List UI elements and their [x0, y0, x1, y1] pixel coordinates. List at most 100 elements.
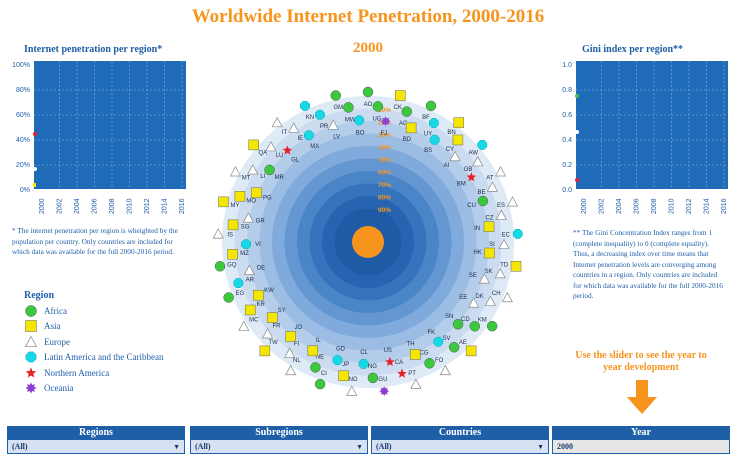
- chevron-down-icon[interactable]: ▼: [173, 442, 180, 451]
- country-marker[interactable]: [247, 164, 259, 175]
- burst-marker[interactable]: [25, 382, 37, 394]
- country-marker[interactable]: [285, 364, 297, 376]
- country-marker[interactable]: [486, 320, 498, 332]
- year-slider[interactable]: 2000: [552, 440, 730, 454]
- countries-dropdown[interactable]: (All) ▼: [371, 440, 549, 454]
- country-marker[interactable]: [429, 134, 440, 145]
- country-marker[interactable]: [229, 166, 242, 177]
- country-marker[interactable]: [234, 191, 246, 202]
- subregions-dropdown[interactable]: (All) ▼: [190, 440, 368, 454]
- country-marker[interactable]: [244, 304, 256, 316]
- country-marker[interactable]: [468, 297, 480, 308]
- regions-dropdown[interactable]: (All) ▼: [7, 440, 185, 454]
- country-marker[interactable]: [238, 320, 250, 331]
- country-marker[interactable]: [233, 278, 244, 288]
- octagon-marker[interactable]: [25, 351, 37, 363]
- country-marker[interactable]: [346, 385, 358, 396]
- country-marker[interactable]: [354, 115, 365, 126]
- legend-item[interactable]: Latin America and the Caribbean: [24, 350, 163, 366]
- country-marker[interactable]: [310, 362, 321, 373]
- chevron-down-icon[interactable]: ▼: [356, 442, 363, 451]
- regions-filter[interactable]: Regions (All) ▼: [7, 426, 185, 454]
- country-marker[interactable]: [477, 195, 489, 207]
- country-marker[interactable]: [495, 209, 507, 220]
- square-marker[interactable]: [25, 320, 37, 332]
- country-marker[interactable]: [477, 140, 488, 150]
- country-marker[interactable]: [251, 187, 262, 199]
- country-marker[interactable]: [466, 172, 477, 182]
- legend-item[interactable]: Oceania: [24, 381, 163, 397]
- country-marker[interactable]: [452, 134, 464, 146]
- gini-chart[interactable]: 1.0 0.8 0.6 0.4 0.2 0.0 2000 2002 2004 2006 2008 2…: [548, 58, 734, 218]
- country-marker[interactable]: [259, 345, 271, 357]
- country-marker[interactable]: [478, 273, 490, 284]
- legend-item[interactable]: Northern America: [24, 365, 163, 381]
- country-marker[interactable]: [243, 264, 255, 275]
- country-marker[interactable]: [315, 109, 325, 120]
- country-marker[interactable]: [385, 357, 395, 367]
- country-marker[interactable]: [332, 355, 343, 365]
- country-marker[interactable]: [314, 378, 326, 390]
- country-marker[interactable]: [448, 341, 460, 353]
- country-marker[interactable]: [394, 90, 406, 101]
- penetration-plot-area[interactable]: [34, 61, 186, 189]
- country-marker[interactable]: [501, 291, 513, 303]
- country-marker[interactable]: [248, 139, 259, 151]
- country-marker[interactable]: [397, 368, 407, 378]
- country-marker[interactable]: [449, 150, 461, 162]
- europe-gini-point[interactable]: [575, 130, 579, 134]
- africa-gini-point[interactable]: [575, 94, 579, 98]
- country-marker[interactable]: [452, 319, 464, 330]
- country-marker[interactable]: [288, 122, 300, 133]
- country-marker[interactable]: [372, 101, 384, 112]
- circle-marker[interactable]: [25, 305, 37, 317]
- country-marker[interactable]: [494, 166, 507, 177]
- country-marker[interactable]: [512, 229, 523, 239]
- country-marker[interactable]: [424, 358, 435, 369]
- country-marker[interactable]: [453, 117, 465, 128]
- country-marker[interactable]: [484, 295, 496, 306]
- country-marker[interactable]: [227, 219, 239, 231]
- country-marker[interactable]: [498, 238, 510, 250]
- country-marker[interactable]: [212, 228, 224, 239]
- country-marker[interactable]: [428, 118, 439, 128]
- country-marker[interactable]: [284, 347, 296, 358]
- legend-item[interactable]: Asia: [24, 319, 163, 335]
- country-marker[interactable]: [262, 327, 274, 339]
- country-marker[interactable]: [367, 372, 379, 384]
- country-marker[interactable]: [433, 336, 444, 347]
- star-marker[interactable]: [25, 367, 37, 378]
- country-marker[interactable]: [327, 119, 339, 130]
- northern-america-point[interactable]: [33, 132, 37, 136]
- chevron-down-icon[interactable]: ▼: [537, 442, 544, 451]
- country-marker[interactable]: [494, 267, 506, 279]
- country-marker[interactable]: [358, 359, 369, 369]
- legend-item[interactable]: Africa: [24, 303, 163, 319]
- country-marker[interactable]: [405, 122, 417, 134]
- country-marker[interactable]: [242, 212, 254, 223]
- triangle-marker[interactable]: [24, 335, 38, 347]
- country-marker[interactable]: [506, 196, 519, 207]
- subregions-filter[interactable]: Subregions (All) ▼: [190, 426, 368, 454]
- country-marker[interactable]: [271, 116, 283, 128]
- country-marker[interactable]: [285, 331, 296, 342]
- country-marker[interactable]: [409, 349, 421, 360]
- country-marker[interactable]: [227, 249, 238, 260]
- country-marker[interactable]: [241, 239, 251, 250]
- country-marker[interactable]: [214, 261, 226, 272]
- year-filter[interactable]: Year 2000: [552, 426, 730, 454]
- country-marker[interactable]: [401, 106, 412, 117]
- northern-america-gini-point[interactable]: [575, 178, 579, 182]
- country-marker[interactable]: [307, 345, 319, 357]
- country-marker[interactable]: [264, 164, 275, 176]
- gini-plot-area[interactable]: [576, 61, 728, 189]
- country-marker[interactable]: [223, 292, 234, 303]
- asia-point[interactable]: [33, 183, 36, 187]
- country-marker[interactable]: [266, 312, 278, 323]
- country-marker[interactable]: [343, 102, 354, 113]
- country-marker[interactable]: [379, 386, 390, 397]
- country-marker[interactable]: [380, 116, 391, 127]
- legend-item[interactable]: Europe: [24, 334, 163, 350]
- country-marker[interactable]: [465, 345, 477, 357]
- countries-filter[interactable]: Countries (All) ▼: [371, 426, 549, 454]
